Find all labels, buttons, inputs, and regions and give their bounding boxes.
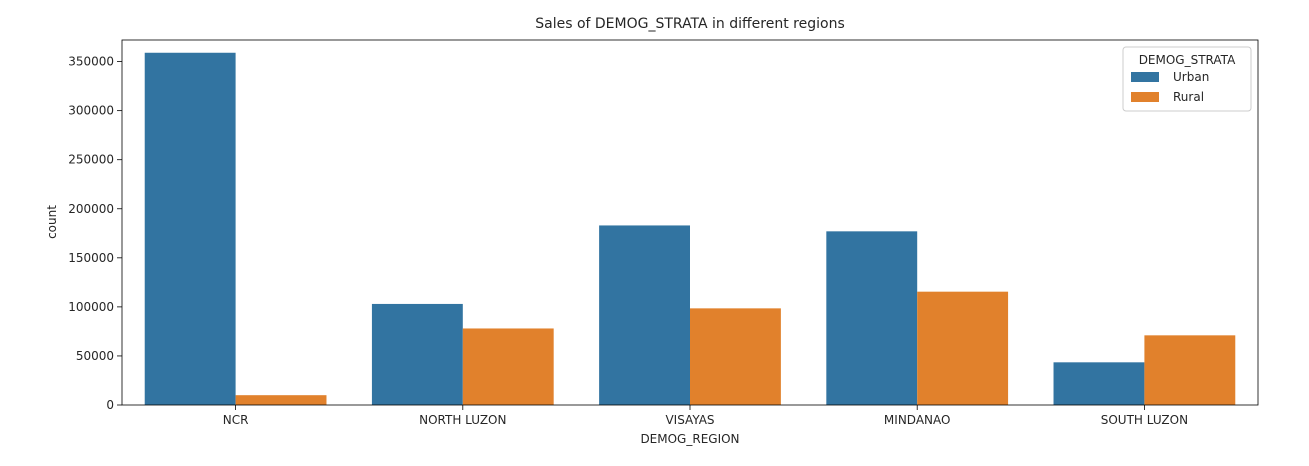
bar-urban-1 (371, 303, 463, 405)
y-tick-label: 300000 (68, 104, 114, 118)
bar-rural-0 (235, 395, 327, 405)
y-tick-label: 150000 (68, 251, 114, 265)
legend-label-urban: Urban (1173, 70, 1209, 84)
plot-frame (121, 39, 1259, 406)
bar-urban-0 (144, 52, 236, 406)
x-tick-label: NCR (223, 413, 249, 427)
legend-label-rural: Rural (1173, 90, 1204, 104)
legend-swatch-urban (1131, 72, 1159, 82)
bar-urban-4 (1053, 362, 1145, 405)
bar-rural-4 (1144, 335, 1236, 405)
y-tick-label: 0 (106, 398, 114, 412)
legend-swatch-rural (1131, 92, 1159, 102)
bars-group (144, 52, 1236, 406)
y-tick-label: 350000 (68, 55, 114, 69)
y-tick-label: 200000 (68, 202, 114, 216)
bar-rural-1 (462, 328, 554, 405)
legend: DEMOG_STRATA Urban Rural (1122, 46, 1252, 112)
bar-rural-3 (917, 291, 1009, 405)
x-tick-label: MINDANAO (884, 413, 951, 427)
x-axis-label: DEMOG_REGION (640, 432, 739, 446)
y-axis-label: count (45, 205, 59, 239)
x-tick-label: VISAYAS (665, 413, 714, 427)
legend-title: DEMOG_STRATA (1139, 53, 1236, 67)
y-tick-label: 250000 (68, 153, 114, 167)
y-tick-label: 50000 (76, 349, 114, 363)
y-axis: 0 50000 100000 150000 200000 250000 300000 3500… (68, 55, 122, 412)
bar-urban-2 (599, 225, 690, 405)
x-tick-label: NORTH LUZON (419, 413, 506, 427)
bar-urban-3 (826, 231, 918, 405)
chart-title: Sales of DEMOG_STRATA in different regio… (535, 16, 845, 32)
bar-rural-2 (690, 308, 781, 405)
y-tick-label: 100000 (68, 300, 114, 314)
x-tick-label: SOUTH LUZON (1101, 413, 1188, 427)
x-axis: NCR NORTH LUZON VISAYAS MINDANAO SOUTH LUZON (223, 405, 1188, 427)
